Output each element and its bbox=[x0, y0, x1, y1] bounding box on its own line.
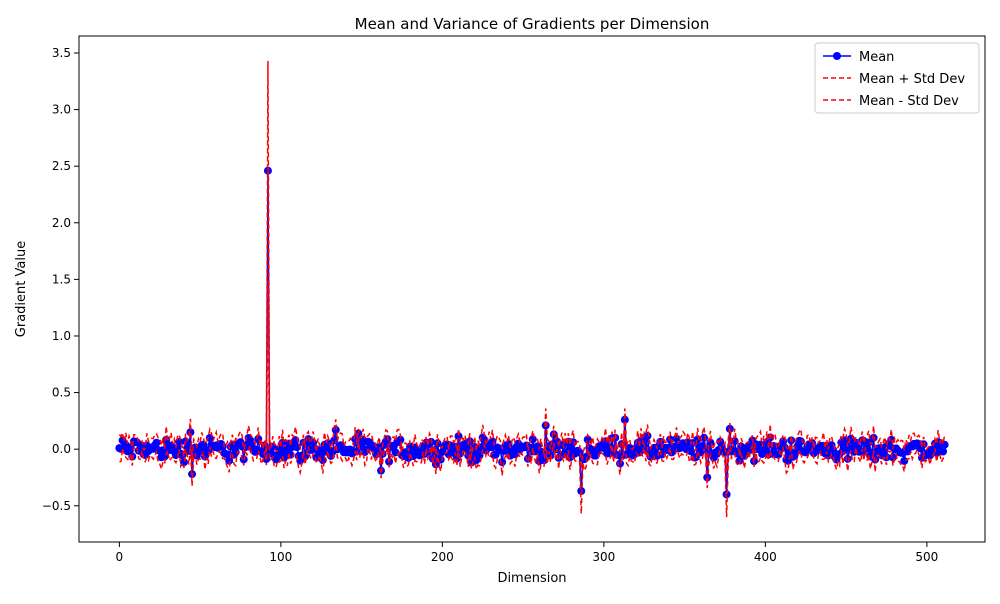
plot-frame bbox=[78, 35, 986, 543]
legend-mean-marker bbox=[833, 52, 841, 60]
mean-point bbox=[396, 435, 405, 444]
x-tick-label: 300 bbox=[592, 550, 615, 564]
mean-point bbox=[254, 435, 263, 443]
mean-point bbox=[869, 433, 878, 442]
mean-point bbox=[706, 438, 715, 447]
mean-point bbox=[687, 447, 696, 456]
x-axis-label: Dimension bbox=[497, 571, 566, 586]
y-tick-label: −0.5 bbox=[42, 499, 71, 513]
y-tick-label: 0.5 bbox=[52, 386, 71, 400]
mean-point bbox=[939, 447, 948, 456]
mean-point bbox=[223, 450, 232, 459]
plot-area bbox=[115, 60, 949, 518]
mean-point bbox=[462, 445, 471, 454]
mean-point bbox=[900, 456, 909, 465]
mean-plus-std-line bbox=[118, 60, 946, 472]
mean-point bbox=[575, 448, 584, 457]
mean-point bbox=[693, 435, 702, 444]
mean-point bbox=[540, 456, 549, 465]
mean-point bbox=[616, 459, 625, 468]
x-tick-label: 400 bbox=[754, 550, 777, 564]
x-tick-label: 0 bbox=[116, 550, 124, 564]
x-tick-label: 500 bbox=[915, 550, 938, 564]
mean-point bbox=[843, 454, 852, 463]
y-tick-label: 2.5 bbox=[52, 159, 71, 173]
mean-minus-std-line bbox=[119, 280, 946, 518]
chart-title: Mean and Variance of Gradients per Dimen… bbox=[355, 15, 710, 33]
mean-point bbox=[225, 456, 234, 465]
y-tick-label: 0.0 bbox=[52, 442, 71, 456]
mean-point bbox=[152, 438, 161, 447]
legend: Mean Mean + Std Dev Mean - Std Dev bbox=[814, 42, 980, 114]
y-axis-label: Gradient Value bbox=[14, 241, 29, 337]
mean-point bbox=[730, 437, 739, 446]
legend-mean-label: Mean bbox=[859, 50, 894, 65]
x-axis: 0 100 200 300 400 500 bbox=[116, 542, 938, 564]
mean-point bbox=[620, 415, 629, 424]
mean-point bbox=[625, 443, 634, 452]
y-tick-label: 3.5 bbox=[52, 46, 71, 60]
y-tick-label: 2.0 bbox=[52, 216, 71, 230]
mean-point bbox=[796, 437, 805, 446]
mean-point bbox=[882, 453, 891, 462]
x-tick-label: 200 bbox=[431, 550, 454, 564]
legend-lower-label: Mean - Std Dev bbox=[859, 94, 959, 109]
mean-point bbox=[218, 442, 227, 451]
y-tick-label: 1.0 bbox=[52, 329, 71, 343]
x-tick-label: 100 bbox=[269, 550, 292, 564]
legend-upper-label: Mean + Std Dev bbox=[859, 72, 965, 87]
y-tick-label: 3.0 bbox=[52, 103, 71, 117]
mean-point bbox=[643, 431, 652, 440]
y-axis: −0.5 0.0 0.5 1.0 1.5 2.0 2.5 3.0 3.5 bbox=[42, 46, 79, 513]
legend-box bbox=[814, 42, 980, 114]
y-tick-label: 1.5 bbox=[52, 272, 71, 286]
